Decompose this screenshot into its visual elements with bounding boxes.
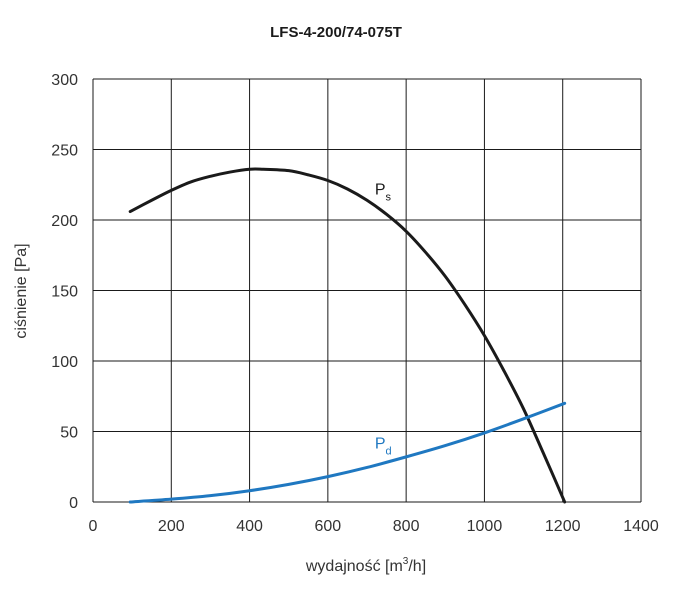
x-tick-label: 1400 (623, 518, 659, 535)
chart-title: LFS-4-200/74-075T (270, 24, 402, 41)
x-axis-label-main: wydajność [m (305, 558, 403, 575)
x-tick-label: 600 (315, 518, 342, 535)
x-axis-label-tail: /h] (408, 558, 426, 575)
tick-labels: 0 200 400 600 800 1000 1200 1400 0 50 100 150 200 250… (51, 72, 659, 535)
series-line-pd (128, 401, 567, 504)
x-axis-label: wydajność [m3/h] (305, 556, 426, 575)
series-label-subscript: s (386, 192, 392, 204)
series-line-ps (128, 167, 567, 504)
x-tick-label: 200 (158, 518, 185, 535)
y-tick-label: 100 (51, 354, 78, 371)
x-tick-label: 0 (89, 518, 98, 535)
y-axis-label: ciśnienie [Pa] (13, 243, 30, 338)
series-label-main: P (375, 182, 386, 199)
series-label-subscript: d (386, 445, 392, 457)
series-label-pd: Pd (375, 435, 392, 457)
y-tick-label: 200 (51, 213, 78, 230)
y-tick-label: 250 (51, 143, 78, 160)
series-label-ps: Ps (375, 182, 392, 204)
grid (92, 78, 642, 503)
x-tick-label: 400 (236, 518, 263, 535)
x-tick-label: 800 (393, 518, 420, 535)
y-tick-label: 300 (51, 72, 78, 89)
x-tick-label: 1000 (467, 518, 503, 535)
y-tick-label: 0 (69, 495, 78, 512)
x-axis-label-sup: 3 (403, 556, 409, 567)
y-tick-label: 150 (51, 284, 78, 301)
y-tick-label: 50 (60, 425, 78, 442)
x-tick-label: 1200 (545, 518, 581, 535)
series-label-main: P (375, 435, 386, 452)
